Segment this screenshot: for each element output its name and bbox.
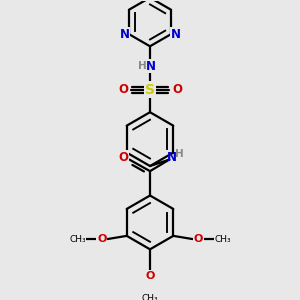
Text: CH₃: CH₃ xyxy=(142,293,158,300)
Text: CH₃: CH₃ xyxy=(214,235,231,244)
Text: O: O xyxy=(194,234,203,244)
Text: N: N xyxy=(171,28,181,40)
Text: H: H xyxy=(175,149,184,159)
Text: CH₃: CH₃ xyxy=(69,235,86,244)
Text: S: S xyxy=(145,83,155,97)
Text: O: O xyxy=(145,271,155,281)
Text: N: N xyxy=(146,60,156,73)
Text: N: N xyxy=(119,28,129,40)
Text: O: O xyxy=(118,151,128,164)
Text: O: O xyxy=(97,234,106,244)
Text: O: O xyxy=(118,83,128,96)
Text: O: O xyxy=(172,83,182,96)
Text: N: N xyxy=(167,151,177,164)
Text: H: H xyxy=(138,61,147,71)
